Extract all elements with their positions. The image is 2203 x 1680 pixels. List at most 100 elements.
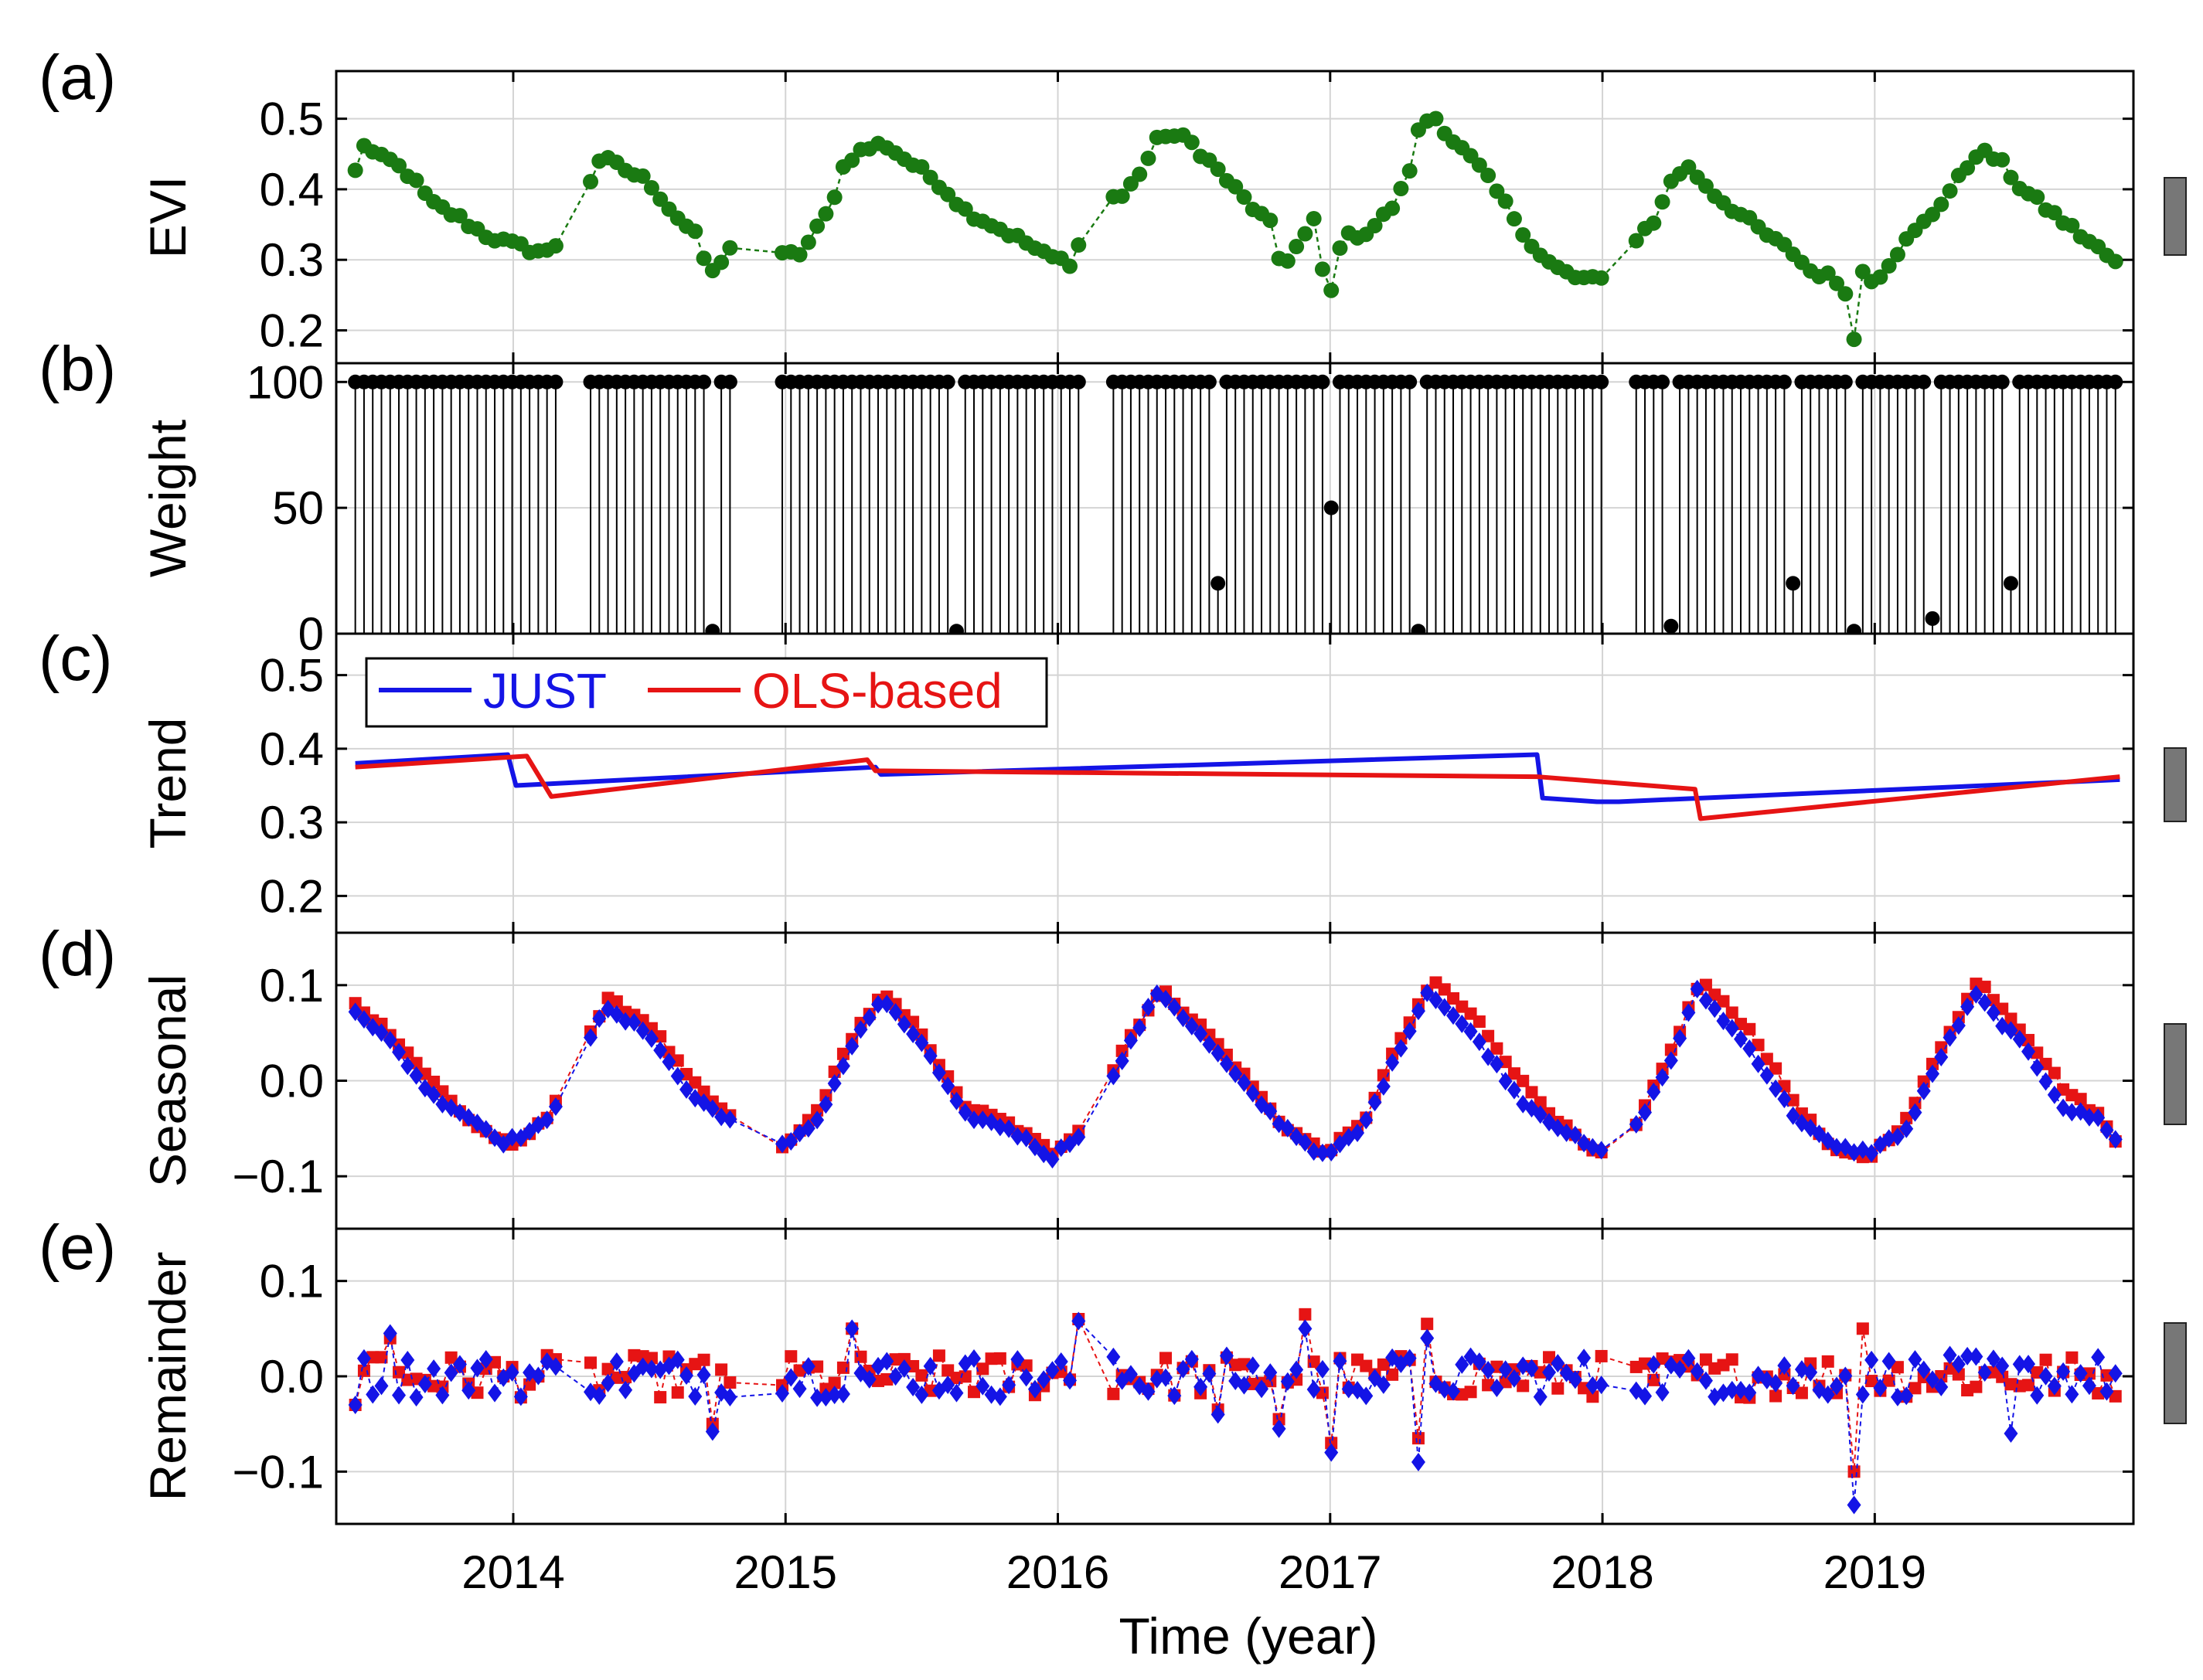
remainder-point-just — [1690, 1362, 1704, 1381]
remainder-point-just — [1010, 1350, 1025, 1369]
remainder-point-just — [1002, 1376, 1016, 1395]
evi-point — [1846, 332, 1862, 348]
evi-point — [1210, 161, 1226, 177]
remainder-point-ols — [1847, 1465, 1861, 1478]
remainder-point-just — [1899, 1386, 1914, 1406]
seasonal-point-just — [1228, 1064, 1243, 1083]
seasonal-point-just — [1306, 1142, 1321, 1161]
weight-point — [696, 374, 712, 389]
side-marker — [2164, 177, 2187, 256]
remainder-point-ols — [654, 1391, 667, 1404]
remainder-point-ols — [993, 1352, 1006, 1365]
remainder-point-just — [1306, 1379, 1321, 1399]
remainder-point-just — [670, 1350, 685, 1369]
seasonal-point-just — [409, 1066, 424, 1085]
remainder-point-just — [478, 1350, 493, 1369]
panel-letter-d: (d) — [39, 919, 116, 989]
remainder-point-just — [1803, 1362, 1818, 1382]
remainder-point-just — [1943, 1345, 1957, 1365]
evi-point — [792, 247, 808, 263]
seasonal-point-just — [1141, 998, 1156, 1017]
remainder-point-just — [592, 1386, 607, 1406]
remainder-point-ols — [2022, 1379, 2035, 1392]
y-tick-label: 0.4 — [260, 723, 324, 775]
remainder-point-just — [531, 1366, 546, 1386]
seasonal-point-ols — [1473, 1015, 1486, 1029]
evi-point — [2003, 169, 2019, 185]
remainder-point-ols — [724, 1376, 737, 1389]
seasonal-point-ols — [1786, 1093, 1800, 1107]
weight-point — [1323, 500, 1339, 515]
remainder-point-just — [1698, 1371, 1713, 1390]
y-tick-label: −0.1 — [233, 1151, 324, 1202]
remainder-point-just — [2099, 1382, 2114, 1401]
remainder-point-just — [1769, 1373, 1783, 1393]
remainder-point-ols — [1107, 1387, 1120, 1400]
y-tick-label: 0.1 — [260, 960, 324, 1012]
seasonal-point-ols — [2048, 1066, 2061, 1080]
seasonal-point-just — [1663, 1051, 1678, 1070]
seasonal-point-just — [1446, 1006, 1461, 1025]
seasonal-point-just — [548, 1097, 563, 1116]
seasonal-point-ols — [1717, 995, 1730, 1008]
seasonal-point-just — [2091, 1108, 2106, 1127]
seasonal-point-just — [1359, 1110, 1374, 1130]
remainder-point-just — [967, 1349, 982, 1369]
seasonal-point-ols — [610, 995, 623, 1008]
panel-frame-e — [335, 1227, 2135, 1525]
remainder-point-ols — [1586, 1390, 1599, 1403]
remainder-point-just — [1063, 1371, 1078, 1390]
remainder-point-just — [1333, 1352, 1347, 1371]
evi-point — [1183, 134, 1200, 151]
panel-letter-e: (e) — [39, 1212, 116, 1283]
evi-point — [1071, 237, 1087, 253]
seasonal-point-just — [1385, 1053, 1400, 1072]
evi-point — [844, 152, 860, 168]
seasonal-point-just — [1193, 1024, 1208, 1043]
remainder-point-just — [2065, 1385, 2079, 1404]
evi-point — [1837, 286, 1854, 302]
seasonal-point-just — [1463, 1022, 1478, 1041]
seasonal-point-just — [914, 1033, 929, 1053]
remainder-point-just — [819, 1388, 833, 1407]
seasonal-point-just — [2012, 1029, 2027, 1049]
remainder-point-just — [1472, 1352, 1486, 1372]
seasonal-point-just — [1132, 1019, 1147, 1038]
weight-point — [548, 374, 564, 389]
seasonal-point-just — [801, 1119, 815, 1138]
remainder-point-just — [2030, 1386, 2045, 1405]
remainder-point-just — [1167, 1386, 1182, 1406]
evi-point — [1314, 261, 1330, 277]
seasonal-point-ols — [1517, 1074, 1530, 1087]
remainder-point-ols — [1970, 1380, 1983, 1393]
seasonal-point-just — [1280, 1118, 1295, 1138]
seasonal-point-just — [1176, 1008, 1190, 1028]
evi-point — [922, 169, 938, 185]
remainder-point-just — [1873, 1379, 1888, 1398]
seasonal-point-ols — [1900, 1111, 1913, 1124]
seasonal-point-just — [1428, 990, 1443, 1009]
seasonal-point-just — [478, 1120, 493, 1139]
remainder-point-just — [505, 1362, 519, 1382]
weight-point — [2108, 374, 2123, 389]
remainder-point-just — [1969, 1347, 1983, 1366]
remainder-point-just — [1925, 1370, 1940, 1389]
seasonal-point-just — [1559, 1123, 1574, 1142]
evi-point — [818, 206, 834, 222]
remainder-point-just — [1864, 1350, 1879, 1369]
seasonal-point-ols — [836, 1047, 850, 1060]
remainder-point-just — [513, 1387, 528, 1406]
panel-data-d — [348, 976, 2123, 1169]
evi-point — [2046, 205, 2062, 221]
seasonal-point-ols — [689, 1076, 702, 1089]
evi-point — [1960, 160, 1976, 176]
evi-point — [1332, 240, 1348, 257]
remainder-point-just — [1681, 1348, 1696, 1368]
remainder-point-just — [452, 1355, 467, 1374]
seasonal-point-just — [906, 1024, 921, 1043]
seasonal-point-just — [1646, 1082, 1661, 1101]
seasonal-point-just — [1951, 1016, 1966, 1036]
side-marker — [2164, 1322, 2187, 1424]
remainder-point-just — [1071, 1311, 1086, 1331]
evi-point — [1628, 233, 1644, 249]
